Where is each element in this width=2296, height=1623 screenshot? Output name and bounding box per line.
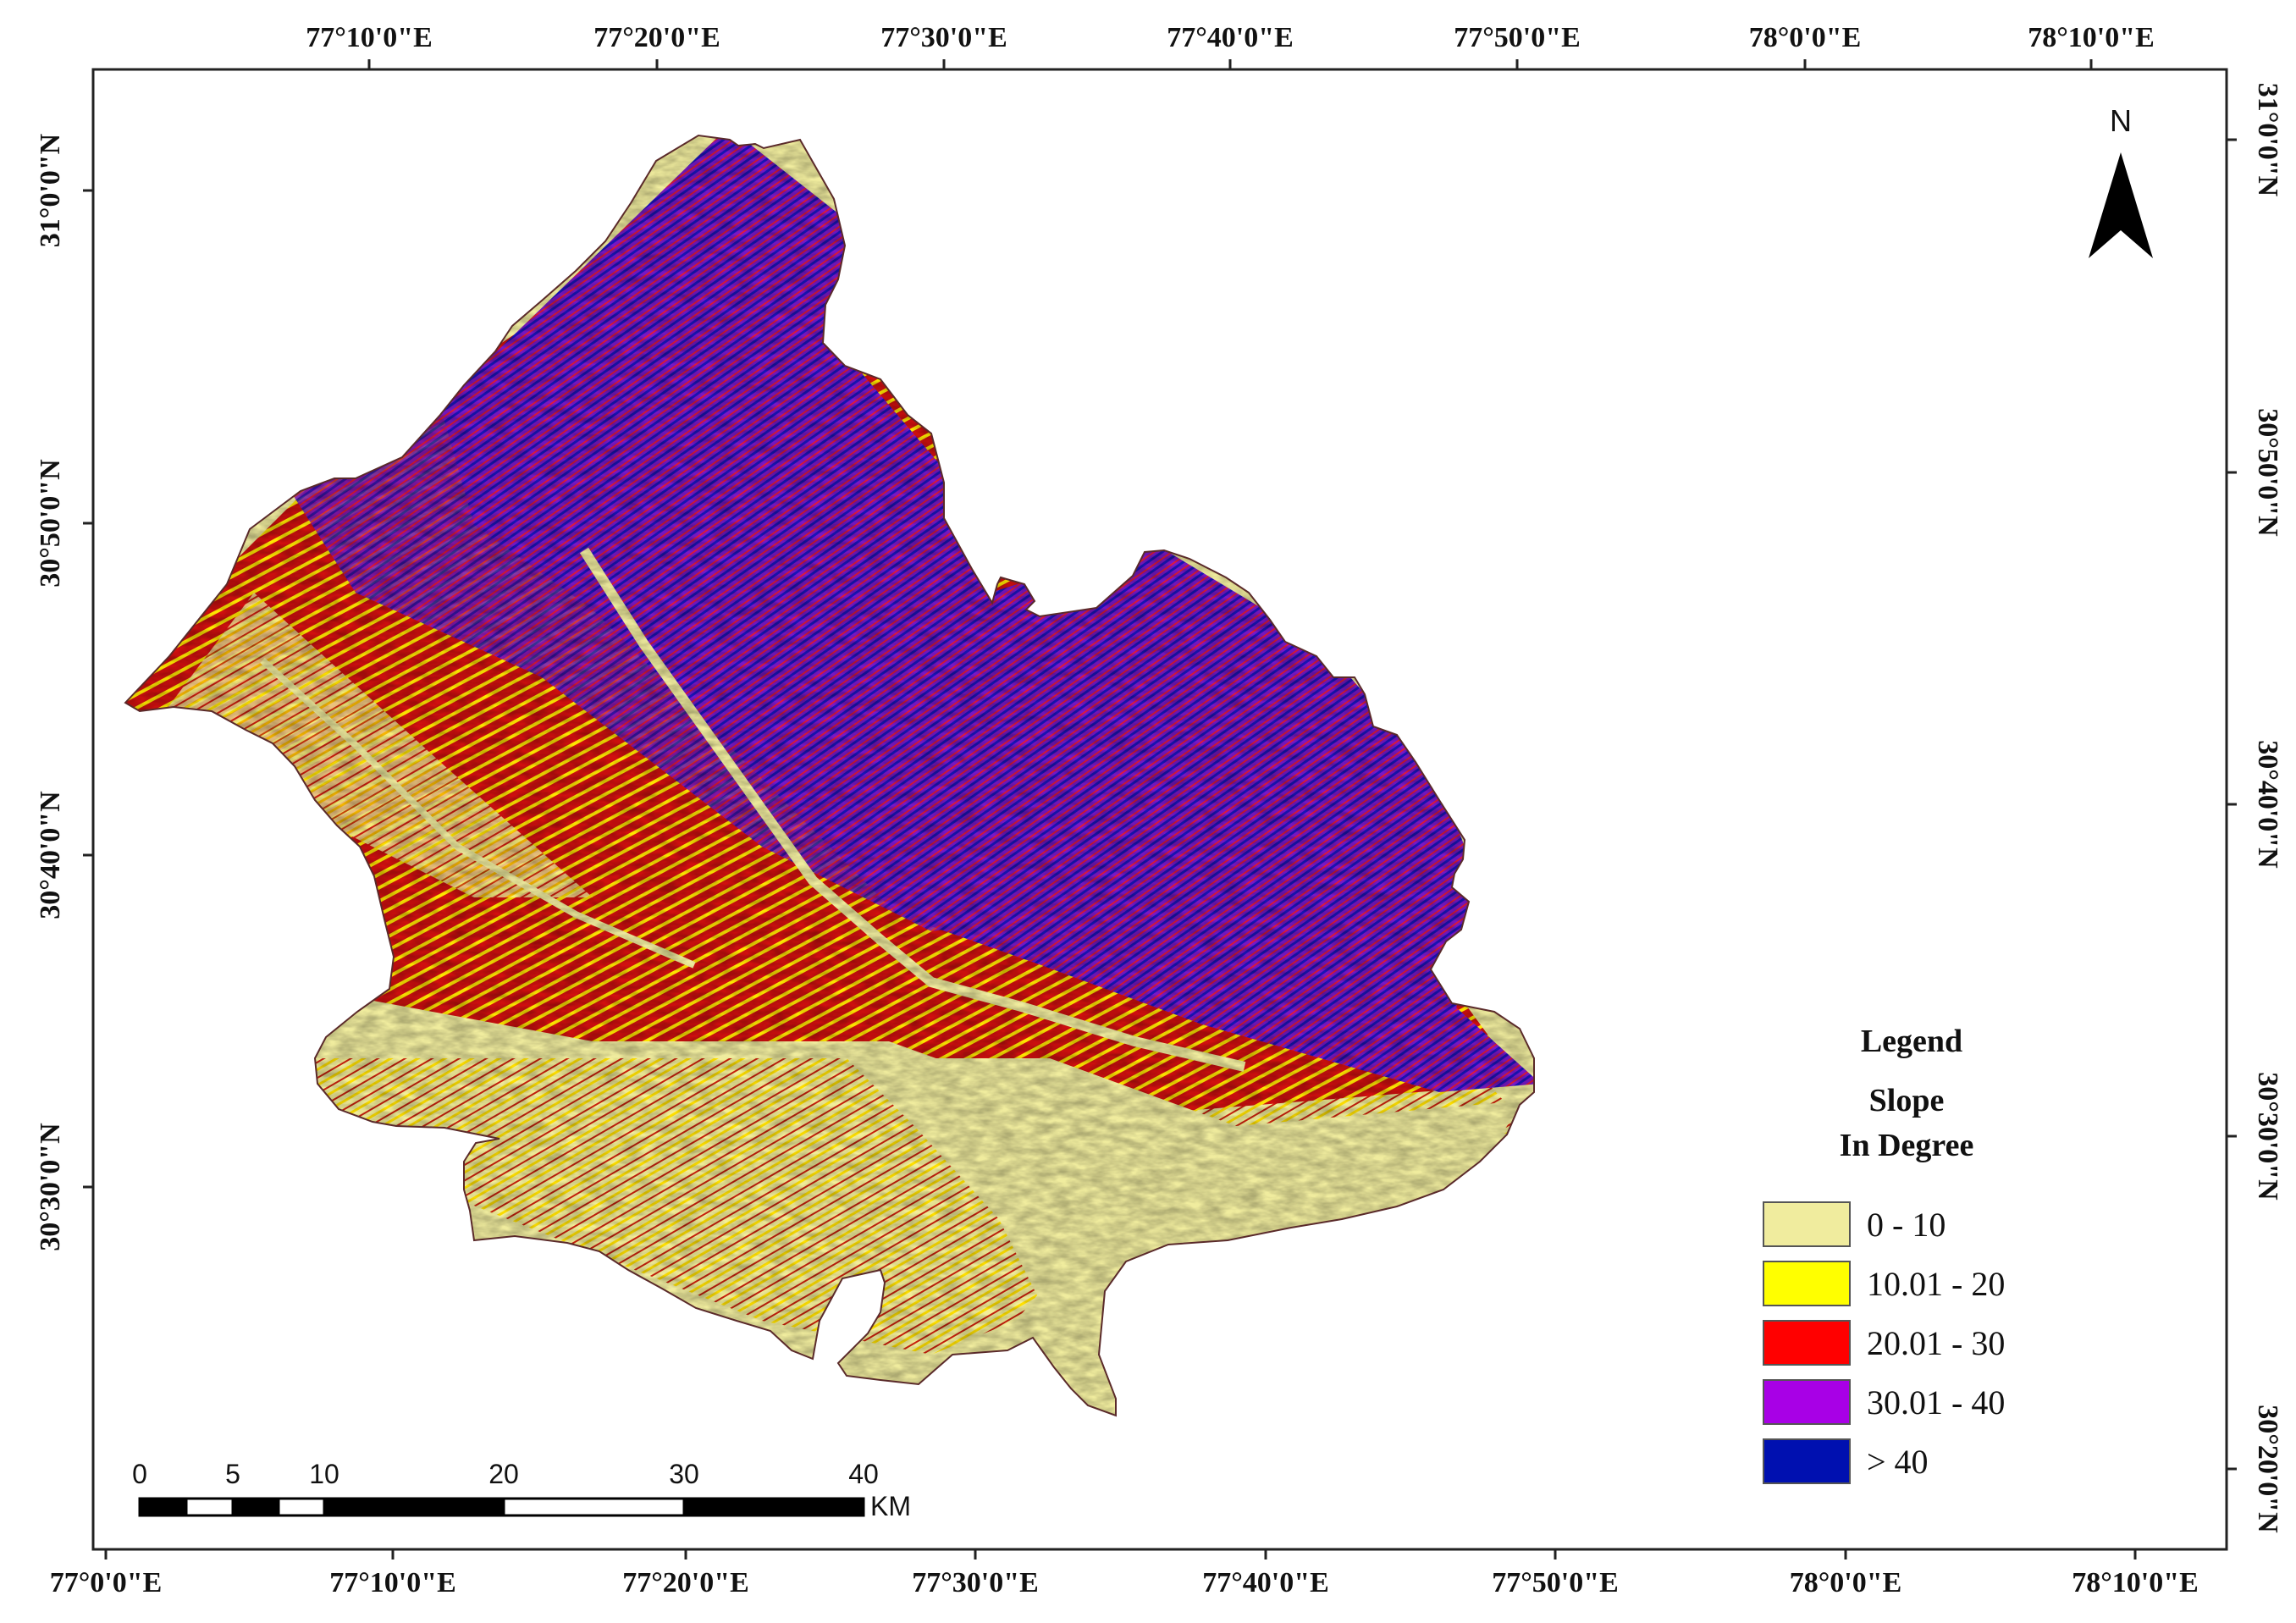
scale-segment	[185, 1497, 235, 1517]
graticule-ticks: 77°10'0"E 77°20'0"E 77°30'0"E 77°40'0"E 77°5…	[35, 22, 2283, 1598]
top-tick-label: 77°40'0"E	[1167, 22, 1294, 53]
bottom-tick-label: 78°10'0"E	[2072, 1567, 2199, 1598]
top-tick-label: 77°10'0"E	[306, 22, 433, 53]
scale-label: 30	[669, 1459, 699, 1489]
bottom-tick-label: 77°10'0"E	[329, 1567, 456, 1598]
left-tick-label: 30°40'0"N	[35, 791, 66, 919]
top-tick-label: 77°20'0"E	[593, 22, 720, 53]
scale-segment	[502, 1497, 686, 1517]
scale-label: 40	[848, 1459, 879, 1489]
top-tick-label: 77°50'0"E	[1454, 22, 1581, 53]
legend-subtitle-slope: Slope	[1869, 1083, 1945, 1118]
bottom-tick-label: 77°30'0"E	[912, 1567, 1039, 1598]
bottom-tick-label: 77°0'0"E	[50, 1567, 163, 1598]
legend-swatch	[1763, 1320, 1851, 1366]
legend-subtitle-unit: In Degree	[1840, 1128, 1974, 1163]
legend-label: > 40	[1867, 1443, 1929, 1481]
scale-segment	[138, 1497, 188, 1517]
scale-label: 5	[225, 1459, 240, 1489]
top-tick-label: 78°10'0"E	[2028, 22, 2155, 53]
legend: Legend Slope In Degree 0 - 10 10.01 - 20 2…	[1763, 1024, 2005, 1484]
left-tick-label: 30°50'0"N	[35, 459, 66, 588]
legend-label: 10.01 - 20	[1867, 1265, 2005, 1303]
legend-swatch	[1763, 1379, 1851, 1425]
legend-swatch	[1763, 1201, 1851, 1247]
legend-title: Legend	[1861, 1024, 1962, 1059]
right-tick-label: 30°40'0"N	[2252, 740, 2283, 869]
map-frame	[91, 68, 2228, 1551]
north-label: N	[2110, 103, 2132, 138]
scale-unit: KM	[870, 1491, 911, 1521]
left-tick-label: 31°0'0"N	[35, 133, 66, 247]
right-tick-label: 30°50'0"N	[2252, 408, 2283, 537]
scale-segment	[682, 1497, 865, 1517]
scale-label: 0	[132, 1459, 147, 1489]
scale-label: 20	[488, 1459, 519, 1489]
right-tick-label: 30°20'0"N	[2252, 1405, 2283, 1533]
legend-label: 30.01 - 40	[1867, 1383, 2005, 1422]
right-tick-label: 31°0'0"N	[2252, 83, 2283, 197]
north-arrow: N	[2089, 103, 2153, 258]
top-tick-label: 77°30'0"E	[880, 22, 1007, 53]
legend-label: 20.01 - 30	[1867, 1324, 2005, 1362]
bottom-tick-label: 77°40'0"E	[1202, 1567, 1329, 1598]
scale-segment	[277, 1497, 326, 1517]
left-tick-label: 30°30'0"N	[35, 1123, 66, 1251]
bottom-tick-label: 77°20'0"E	[622, 1567, 749, 1598]
scale-bar: 0 5 10 20 30 40 KM	[132, 1459, 911, 1521]
north-arrow-icon	[2089, 152, 2153, 258]
top-tick-label: 78°0'0"E	[1749, 22, 1862, 53]
right-tick-label: 30°30'0"N	[2252, 1072, 2283, 1201]
legend-swatch	[1763, 1438, 1851, 1484]
legend-label: 0 - 10	[1867, 1206, 1946, 1244]
scale-label: 10	[309, 1459, 339, 1489]
legend-swatch	[1763, 1261, 1851, 1306]
bottom-tick-label: 78°0'0"E	[1790, 1567, 1902, 1598]
scale-segment	[231, 1497, 280, 1517]
scale-segment	[323, 1497, 505, 1517]
bottom-tick-label: 77°50'0"E	[1492, 1567, 1619, 1598]
